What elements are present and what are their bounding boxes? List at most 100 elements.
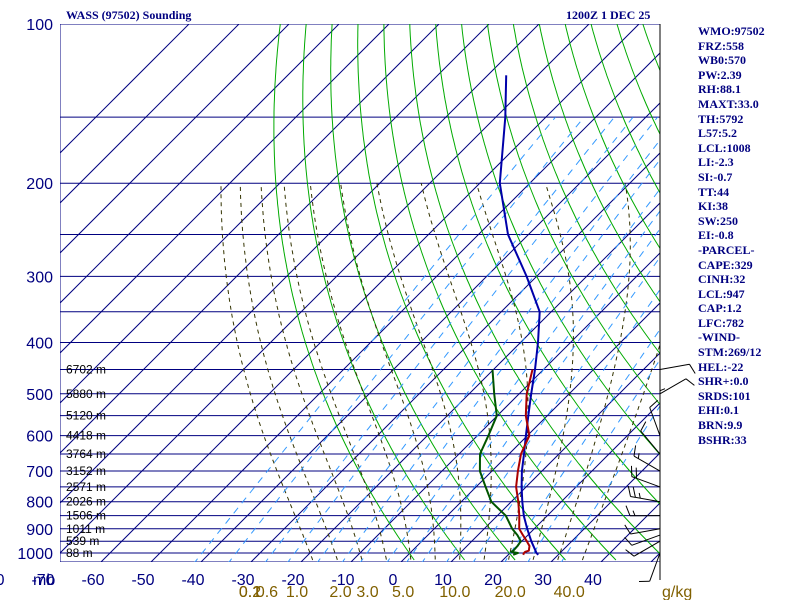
height-label: 2026 m (66, 495, 106, 509)
pressure-tick-label: 200 (26, 176, 53, 193)
moist-adiabat-line (556, 183, 631, 562)
index-item: FRZ:558 (698, 38, 744, 53)
isotherm-line (200, 102, 660, 562)
mixing-ratio-line (359, 158, 660, 562)
height-label: 539 m (66, 534, 99, 548)
mixing-ratio-line (421, 228, 660, 562)
wind-barb (625, 505, 661, 517)
index-item: SW:250 (698, 213, 739, 228)
temperature-trace (515, 369, 534, 556)
dry-adiabat-line (772, 24, 800, 560)
mixing-ratio-line (341, 139, 660, 562)
moist-adiabat-line (531, 183, 574, 562)
mixing-ratio-line (386, 188, 660, 562)
index-item: LCL:947 (698, 286, 745, 301)
wind-barb (624, 524, 661, 535)
wind-barb (649, 399, 661, 436)
wind-barb-feather (632, 486, 636, 498)
mixing-ratio-label: 3.0 (356, 584, 378, 600)
index-item: BRN:9.9 (698, 418, 743, 433)
wind-barb-feather (649, 399, 659, 408)
wind-barb (638, 552, 661, 582)
dry-adiabat-line (590, 24, 660, 194)
isotherm-line (60, 24, 490, 454)
index-item: RH:88.1 (698, 82, 741, 97)
moist-adiabat-line (476, 183, 529, 562)
moist-adiabat-line (376, 183, 462, 562)
pressure-tick-label: 100 (26, 17, 53, 34)
index-item: -WIND- (698, 330, 740, 345)
wind-barb (659, 385, 666, 416)
wind-barb-shaft (649, 407, 661, 436)
temperature-tick-label: -70 (31, 572, 54, 589)
isotherm-line (60, 24, 540, 504)
pressure-tick-label: 300 (26, 269, 53, 286)
index-item: KI:38 (698, 199, 728, 214)
wind-barb-shaft (630, 528, 661, 535)
mixing-ratio-line (445, 256, 660, 562)
index-item: EHI:0.1 (698, 403, 740, 418)
mixing-ratio-label: 5.0 (392, 584, 414, 600)
moist-adiabat-line (420, 183, 492, 562)
wind-barb-half-feather (632, 510, 636, 516)
wind-barb-feather (689, 364, 696, 374)
moist-adiabat-line (340, 183, 436, 562)
mixing-ratio-line (287, 116, 634, 562)
mixing-ratio-label: 0.1 (239, 584, 261, 600)
index-item: WB0:570 (698, 53, 746, 68)
isotherm-line (250, 152, 660, 562)
dry-adiabat-line (409, 24, 660, 555)
wind-barb-feather (624, 536, 633, 546)
stability-indices-list: WMO:97502 FRZ:558 WB0:570 PW:2.39 RH:88.1 MAX… (698, 24, 765, 447)
dry-adiabat-line (435, 24, 660, 505)
temperature-tick-label: 10 (434, 572, 452, 589)
mixing-ratio-label: 0.6 (256, 584, 278, 600)
height-label: 5880 m (66, 387, 106, 401)
wind-barb (633, 445, 661, 472)
index-item: WMO:97502 (698, 24, 765, 38)
pressure-tick-label: 600 (26, 429, 53, 446)
wind-barb-feather (625, 549, 635, 557)
moist-adiabat-line (283, 183, 388, 562)
wind-barb (640, 421, 661, 455)
height-label: 3764 m (66, 447, 106, 461)
mixing-ratio-line (472, 288, 660, 562)
index-item: L57:5.2 (698, 126, 737, 141)
index-item: STM:269/12 (698, 345, 762, 360)
index-item: -PARCEL- (698, 242, 755, 257)
height-label: 3152 m (66, 464, 106, 478)
mixing-ratio-label: 40.0 (554, 584, 585, 600)
mixing-ratio-line (527, 358, 660, 562)
height-label: 1506 m (66, 509, 106, 523)
pressure-tick-label: 400 (26, 335, 53, 352)
mixing-ratio-line (194, 116, 556, 562)
wind-barb-shaft (659, 378, 687, 395)
moist-adiabat-line (581, 343, 660, 562)
index-item: LI:-2.3 (698, 155, 734, 170)
index-item: PW:2.39 (698, 67, 742, 82)
wind-barb (624, 534, 661, 546)
wind-barb-feather (625, 505, 631, 516)
dry-adiabat-line (302, 24, 465, 561)
index-item: MAXT:33.0 (698, 96, 759, 111)
index-item: EI:-0.8 (698, 228, 734, 243)
isotherm-line (550, 452, 660, 562)
temperature-tick-label: -60 (81, 572, 104, 589)
index-item: SRDS:101 (698, 388, 751, 403)
index-item: TH:5792 (698, 111, 744, 126)
index-item: LFC:782 (698, 315, 744, 330)
wind-barb-feather (685, 378, 695, 386)
isotherm-line (60, 24, 440, 404)
isotherm-line (150, 52, 660, 562)
height-label: 1011 m (66, 522, 105, 536)
isotherm-line (60, 24, 190, 154)
moist-adiabat-line (260, 183, 364, 562)
mixing-ratio-label: 20.0 (495, 584, 526, 600)
mixing-ratio-line (228, 116, 585, 562)
pressure-tick-label: 1000 (17, 546, 53, 563)
wind-barb-shaft (649, 552, 661, 582)
index-item: CAPE:329 (698, 257, 753, 272)
isotherm-line (500, 402, 660, 562)
index-item: HEL:-22 (698, 359, 744, 374)
isotherm-line (60, 24, 290, 254)
